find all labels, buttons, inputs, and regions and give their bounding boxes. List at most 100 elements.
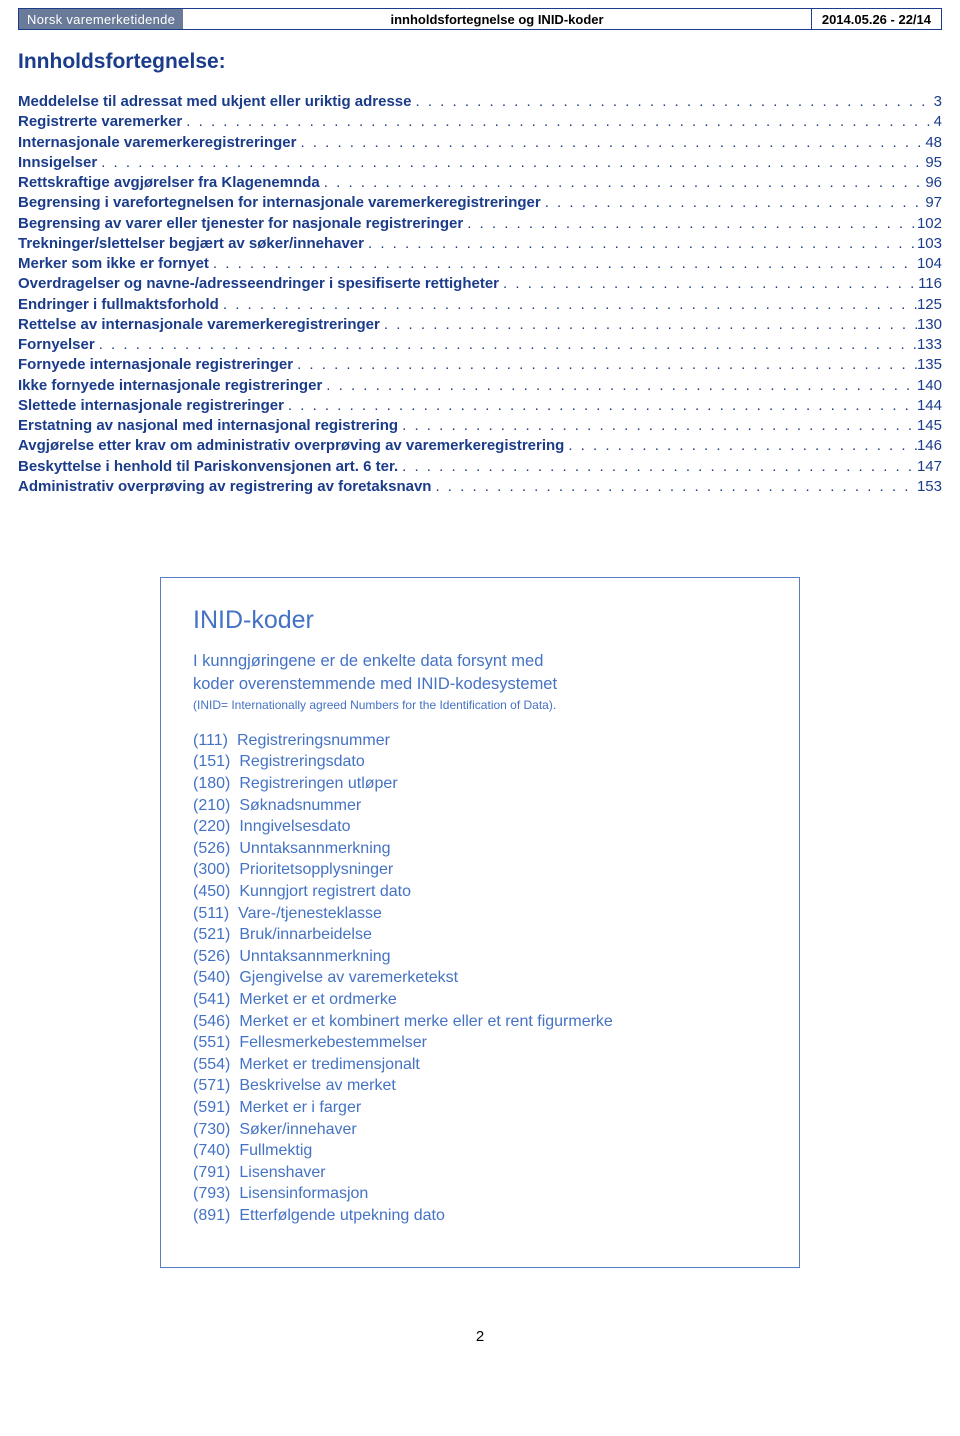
inid-code: (521) <box>193 924 230 946</box>
toc-page-number: 146 <box>917 436 942 456</box>
toc-page-number: 130 <box>917 315 942 335</box>
inid-code: (540) <box>193 967 230 989</box>
inid-box: INID-koder I kunngjøringene er de enkelt… <box>160 577 800 1268</box>
inid-row: (891)Etterfølgende utpekning dato <box>193 1205 767 1227</box>
toc-label[interactable]: Begrensing av varer eller tjenester for … <box>18 214 463 234</box>
toc-label[interactable]: Erstatning av nasjonal med internasjonal… <box>18 416 398 436</box>
header-brand: Norsk varemerketidende <box>19 9 183 29</box>
toc-row: Innsigelser. . . . . . . . . . . . . . .… <box>18 153 942 173</box>
toc-row: Overdragelser og navne-/adresseendringer… <box>18 274 942 294</box>
inid-subnote: (INID= Internationally agreed Numbers fo… <box>193 698 767 712</box>
toc-label[interactable]: Rettelse av internasjonale varemerkeregi… <box>18 315 380 335</box>
inid-code: (526) <box>193 838 230 860</box>
inid-description: Merket er et ordmerke <box>239 989 396 1011</box>
toc-row: Erstatning av nasjonal med internasjonal… <box>18 416 942 436</box>
inid-code: (210) <box>193 795 230 817</box>
inid-code: (791) <box>193 1162 230 1184</box>
page-number: 2 <box>18 1328 942 1345</box>
inid-row: (526)Unntaksannmerkning <box>193 838 767 860</box>
toc-label[interactable]: Fornyelser <box>18 335 95 355</box>
toc-leader-dots: . . . . . . . . . . . . . . . . . . . . … <box>293 355 917 375</box>
toc-row: Begrensing av varer eller tjenester for … <box>18 214 942 234</box>
toc-label[interactable]: Trekninger/slettelser begjært av søker/i… <box>18 234 364 254</box>
inid-code: (554) <box>193 1054 230 1076</box>
inid-description: Fellesmerkebestemmelser <box>239 1032 427 1054</box>
toc-page-number: 3 <box>934 92 942 112</box>
toc-row: Ikke fornyede internasjonale registrerin… <box>18 376 942 396</box>
toc-page-number: 116 <box>918 274 942 294</box>
toc-row: Rettelse av internasjonale varemerkeregi… <box>18 315 942 335</box>
toc-row: Rettskraftige avgjørelser fra Klagenemnd… <box>18 173 942 193</box>
toc-leader-dots: . . . . . . . . . . . . . . . . . . . . … <box>322 376 917 396</box>
toc-label[interactable]: Fornyede internasjonale registreringer <box>18 355 293 375</box>
toc-row: Internasjonale varemerkeregistreringer. … <box>18 133 942 153</box>
inid-code: (541) <box>193 989 230 1011</box>
toc-page-number: 95 <box>925 153 942 173</box>
toc-page-number: 125 <box>917 295 942 315</box>
toc-row: Trekninger/slettelser begjært av søker/i… <box>18 234 942 254</box>
toc-label[interactable]: Beskyttelse i henhold til Pariskonvensjo… <box>18 457 398 477</box>
toc-leader-dots: . . . . . . . . . . . . . . . . . . . . … <box>380 315 917 335</box>
toc-leader-dots: . . . . . . . . . . . . . . . . . . . . … <box>541 193 926 213</box>
toc-label[interactable]: Merker som ikke er fornyet <box>18 254 209 274</box>
inid-box-wrapper: INID-koder I kunngjøringene er de enkelt… <box>18 577 942 1268</box>
inid-code: (551) <box>193 1032 230 1054</box>
inid-code: (591) <box>193 1097 230 1119</box>
inid-row: (521) Bruk/innarbeidelse <box>193 924 767 946</box>
toc-label[interactable]: Internasjonale varemerkeregistreringer <box>18 133 296 153</box>
toc-page-number: 135 <box>917 355 942 375</box>
header-date: 2014.05.26 - 22/14 <box>812 9 941 29</box>
toc-label[interactable]: Avgjørelse etter krav om administrativ o… <box>18 436 564 456</box>
inid-description: Registreringsnummer <box>237 730 390 752</box>
inid-code: (220) <box>193 816 230 838</box>
inid-row: (511)Vare-/tjenesteklasse <box>193 903 767 925</box>
inid-description: Søker/innehaver <box>239 1119 356 1141</box>
toc-label[interactable]: Begrensing i varefortegnelsen for intern… <box>18 193 541 213</box>
inid-code: (180) <box>193 773 230 795</box>
toc-leader-dots: . . . . . . . . . . . . . . . . . . . . … <box>364 234 917 254</box>
toc-label[interactable]: Administrativ overprøving av registrerin… <box>18 477 431 497</box>
inid-intro-line2: koder overenstemmende med INID-kodesyste… <box>193 674 767 695</box>
toc-page-number: 104 <box>917 254 942 274</box>
inid-code: (526) <box>193 946 230 968</box>
toc-row: Fornyelser. . . . . . . . . . . . . . . … <box>18 335 942 355</box>
toc-row: Meddelelse til adressat med ukjent eller… <box>18 92 942 112</box>
toc-label[interactable]: Rettskraftige avgjørelser fra Klagenemnd… <box>18 173 320 193</box>
inid-description: Inngivelsesdato <box>239 816 350 838</box>
toc-row: Registrerte varemerker. . . . . . . . . … <box>18 112 942 132</box>
toc-heading: Innholdsfortegnelse: <box>18 50 942 74</box>
toc-page-number: 144 <box>917 396 942 416</box>
toc-label[interactable]: Innsigelser <box>18 153 97 173</box>
inid-row: (740)Fullmektig <box>193 1140 767 1162</box>
toc-row: Beskyttelse i henhold til Pariskonvensjo… <box>18 457 942 477</box>
inid-row: (151)Registreringsdato <box>193 751 767 773</box>
toc-label[interactable]: Registrerte varemerker <box>18 112 182 132</box>
toc-label[interactable]: Ikke fornyede internasjonale registrerin… <box>18 376 322 396</box>
toc-label[interactable]: Endringer i fullmaktsforhold <box>18 295 219 315</box>
inid-code: (793) <box>193 1183 230 1205</box>
toc-row: Slettede internasjonale registreringer. … <box>18 396 942 416</box>
toc-page-number: 147 <box>917 457 942 477</box>
toc-label[interactable]: Overdragelser og navne-/adresseendringer… <box>18 274 499 294</box>
inid-description: Registreringen utløper <box>239 773 397 795</box>
inid-description: Merket er et kombinert merke eller et re… <box>239 1011 612 1033</box>
header-title: innholdsfortegnelse og INID-koder <box>183 9 811 29</box>
inid-row: (111) Registreringsnummer <box>193 730 767 752</box>
toc-row: Administrativ overprøving av registrerin… <box>18 477 942 497</box>
inid-description: Bruk/innarbeidelse <box>239 924 372 946</box>
inid-row: (791)Lisenshaver <box>193 1162 767 1184</box>
toc-page-number: 153 <box>917 477 942 497</box>
toc-label[interactable]: Slettede internasjonale registreringer <box>18 396 284 416</box>
inid-code: (891) <box>193 1205 230 1227</box>
inid-row: (450)Kunngjort registrert dato <box>193 881 767 903</box>
inid-code: (111) <box>193 730 228 752</box>
toc-page-number: 97 <box>925 193 942 213</box>
inid-description: Merket er tredimensjonalt <box>239 1054 420 1076</box>
inid-code: (511) <box>193 903 229 925</box>
inid-description: Prioritetsopplysninger <box>239 859 393 881</box>
toc-leader-dots: . . . . . . . . . . . . . . . . . . . . … <box>296 133 925 153</box>
inid-description: Beskrivelse av merket <box>239 1075 396 1097</box>
header-bar: Norsk varemerketidende innholdsfortegnel… <box>18 8 942 30</box>
toc-label[interactable]: Meddelelse til adressat med ukjent eller… <box>18 92 412 112</box>
inid-description: Unntaksannmerkning <box>239 946 390 968</box>
